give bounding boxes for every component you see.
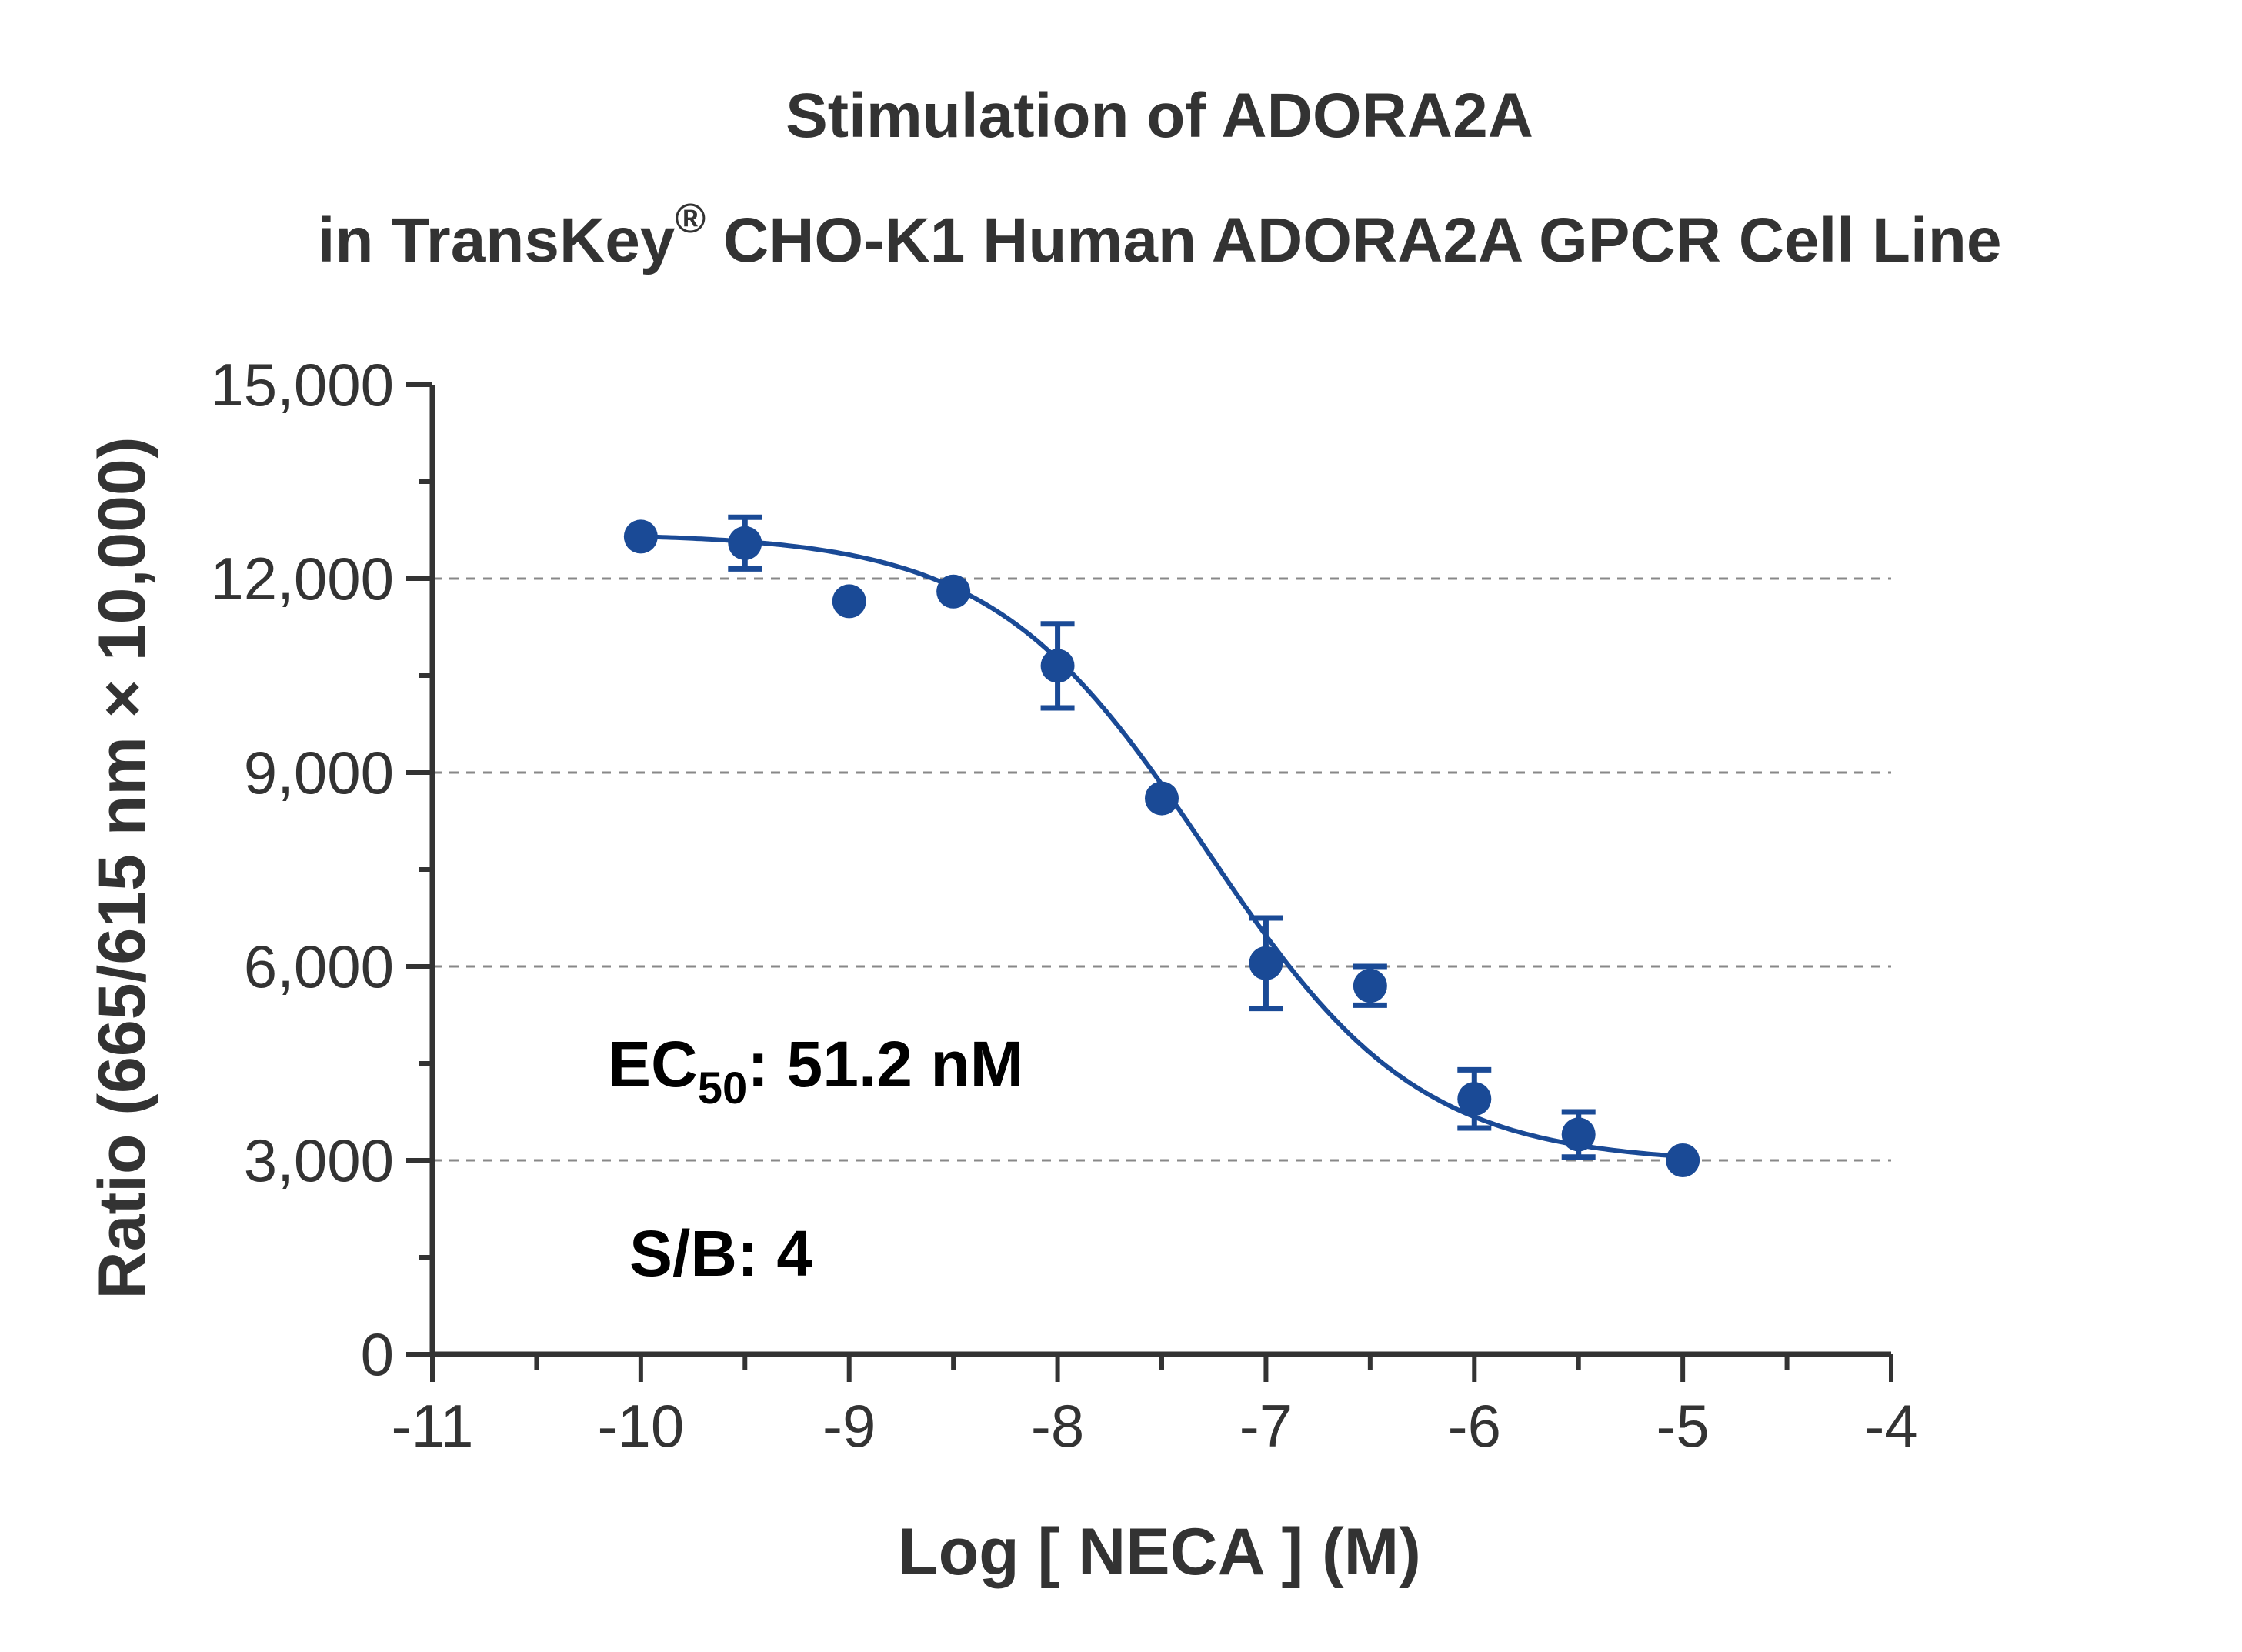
data-points	[623, 519, 1700, 1177]
data-point	[832, 584, 866, 619]
axes	[406, 382, 1893, 1382]
y-tick-label: 0	[361, 1320, 394, 1388]
x-tick-label: -10	[597, 1392, 684, 1460]
gridlines	[432, 577, 1891, 1162]
chart-title-line2-pre: in TransKey	[318, 205, 676, 275]
y-tick-labels: 0 3,000 6,000 9,000 12,000 15,000	[210, 351, 394, 1388]
y-tick-label: 6,000	[244, 933, 394, 1000]
y-tick-label: 15,000	[210, 351, 394, 419]
ec50-prefix: EC	[608, 1028, 698, 1100]
data-point	[936, 574, 971, 609]
x-tick-label: -9	[822, 1392, 876, 1460]
ec50-annotation: EC50: 51.2 nM	[608, 1028, 1024, 1113]
data-point	[728, 526, 762, 560]
x-tick-label: -4	[1864, 1392, 1917, 1460]
chart-title-line1: Stimulation of ADORA2A	[786, 81, 1533, 151]
x-axis-label: Log [ NECA ] (M)	[898, 1515, 1421, 1589]
ec50-subscript: 50	[698, 1063, 748, 1113]
y-axis-label: Ratio (665/615 nm × 10,000)	[85, 437, 159, 1300]
x-tick-label: -5	[1656, 1392, 1709, 1460]
x-tick-label: -6	[1448, 1392, 1501, 1460]
data-point	[1145, 781, 1179, 816]
data-point	[623, 519, 658, 554]
chart-title-line2: in TransKey® CHO-K1 Human ADORA2A GPCR C…	[318, 195, 2002, 275]
data-point	[1666, 1143, 1700, 1177]
x-tick-label: -8	[1031, 1392, 1084, 1460]
chart-title-line2-post: CHO-K1 Human ADORA2A GPCR Cell Line	[706, 205, 2001, 275]
ec50-value: : 51.2 nM	[747, 1028, 1023, 1100]
sb-annotation: S/B: 4	[629, 1217, 812, 1290]
data-point	[1249, 946, 1283, 980]
data-point	[1457, 1082, 1492, 1116]
data-point	[1040, 649, 1075, 683]
x-tick-labels: -11 -10 -9 -8 -7 -6 -5 -4	[392, 1392, 1918, 1460]
y-tick-label: 9,000	[244, 739, 394, 806]
x-tick-label: -11	[392, 1392, 474, 1460]
registered-mark: ®	[675, 195, 706, 242]
y-tick-label: 3,000	[244, 1126, 394, 1194]
data-point	[1353, 969, 1387, 1003]
data-point	[1561, 1117, 1596, 1152]
y-tick-label: 12,000	[210, 545, 394, 612]
x-tick-label: -7	[1239, 1392, 1293, 1460]
